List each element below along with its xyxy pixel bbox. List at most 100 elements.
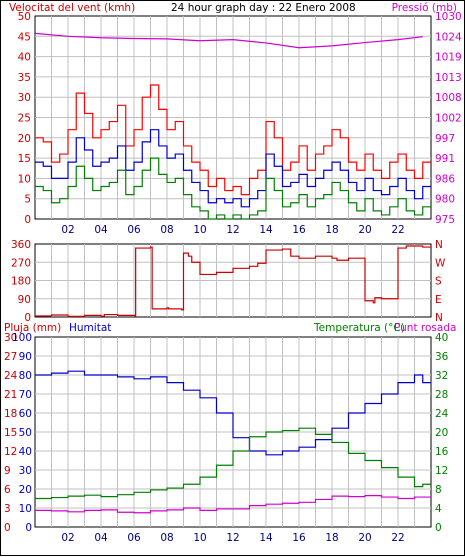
temperature-y-tick-label: 16 bbox=[435, 446, 449, 458]
humidity-y-tick-label: 100 bbox=[12, 332, 32, 344]
temperature-axis-title: Temperatura (°C) bbox=[313, 322, 405, 334]
pressure-y-tick-label: 1019 bbox=[435, 52, 462, 64]
compass-tick-label: E bbox=[435, 294, 442, 306]
x-tick-label: 14 bbox=[259, 532, 273, 544]
humidity-axis-title: Humitat bbox=[69, 322, 111, 334]
x-tick-label: 14 bbox=[259, 224, 273, 236]
x-tick-label: 20 bbox=[358, 532, 371, 544]
temperature-y-tick-label: 12 bbox=[435, 465, 448, 477]
rain-y-tick-label: 9 bbox=[4, 465, 11, 477]
temperature-y-tick-label: 40 bbox=[435, 332, 448, 344]
humidity-y-tick-label: 80 bbox=[19, 370, 32, 382]
temperature-y-tick-label: 8 bbox=[435, 484, 442, 496]
wind-pressure-panel: 0510152025303540455097598098699199710021… bbox=[18, 11, 462, 236]
compass-tick-label: N bbox=[435, 312, 443, 324]
x-tick-label: 16 bbox=[292, 224, 306, 236]
wind-y-tick-label: 15 bbox=[18, 153, 31, 165]
direction-y-tick-label: 90 bbox=[18, 294, 31, 306]
humidity-y-tick-label: 20 bbox=[19, 484, 32, 496]
pressure-axis-title: Pressió (mb) bbox=[392, 2, 457, 14]
pressure-series-line bbox=[34, 32, 423, 49]
rain-y-tick-label: 24 bbox=[4, 370, 18, 382]
temperature-y-tick-label: 0 bbox=[435, 522, 442, 534]
x-tick-label: 18 bbox=[325, 224, 338, 236]
compass-tick-label: S bbox=[435, 276, 442, 288]
wind-y-tick-label: 50 bbox=[18, 11, 31, 23]
x-tick-label: 12 bbox=[226, 532, 239, 544]
pressure-y-tick-label: 1008 bbox=[435, 92, 462, 104]
x-tick-label: 08 bbox=[160, 224, 173, 236]
rain-y-tick-label: 6 bbox=[4, 484, 11, 496]
temperature-y-tick-label: 28 bbox=[435, 389, 448, 401]
rain-y-tick-label: 21 bbox=[4, 389, 17, 401]
x-tick-label: 22 bbox=[391, 224, 404, 236]
avg-series-line bbox=[35, 129, 431, 208]
rain-axis-title: Pluja (mm) bbox=[4, 322, 61, 334]
x-tick-label: 10 bbox=[193, 532, 206, 544]
direction-y-tick-label: 270 bbox=[11, 257, 31, 269]
wind-axis-title: Velocitat del vent (kmh) bbox=[9, 2, 135, 14]
humidity-y-tick-label: 70 bbox=[19, 389, 32, 401]
compass-tick-label: W bbox=[435, 257, 446, 269]
wind-y-tick-label: 35 bbox=[18, 72, 31, 84]
rain-y-tick-label: 18 bbox=[4, 408, 17, 420]
x-tick-label: 02 bbox=[61, 224, 74, 236]
x-tick-label: 22 bbox=[391, 532, 404, 544]
direction-y-tick-label: 0 bbox=[24, 312, 31, 324]
humidity-y-tick-label: 10 bbox=[19, 503, 32, 515]
temperature-y-tick-label: 36 bbox=[435, 351, 449, 363]
dewpoint-series-line bbox=[35, 495, 431, 514]
wind-y-tick-label: 40 bbox=[18, 52, 31, 64]
x-tick-label: 10 bbox=[193, 224, 206, 236]
temperature-y-tick-label: 4 bbox=[435, 503, 442, 515]
humidity-y-tick-label: 40 bbox=[19, 446, 32, 458]
direction-y-tick-label: 360 bbox=[11, 239, 31, 251]
x-tick-label: 06 bbox=[127, 532, 141, 544]
wind-y-tick-label: 0 bbox=[24, 214, 31, 226]
temperature-y-tick-label: 24 bbox=[435, 408, 449, 420]
x-tick-label: 04 bbox=[94, 532, 108, 544]
pressure-y-tick-label: 1030 bbox=[435, 11, 462, 23]
humidity-y-tick-label: 0 bbox=[25, 522, 32, 534]
rain-y-tick-label: 12 bbox=[4, 446, 17, 458]
min-series-line bbox=[35, 157, 431, 220]
wind-y-tick-label: 20 bbox=[18, 133, 31, 145]
pressure-y-tick-label: 980 bbox=[435, 194, 455, 206]
x-tick-label: 16 bbox=[292, 532, 306, 544]
rain-y-tick-label: 0 bbox=[4, 522, 11, 534]
x-tick-label: 06 bbox=[127, 224, 141, 236]
compass-tick-label: N bbox=[435, 239, 443, 251]
pressure-y-tick-label: 1002 bbox=[435, 113, 462, 125]
pressure-y-tick-label: 986 bbox=[435, 173, 455, 185]
pressure-y-tick-label: 1024 bbox=[435, 31, 462, 43]
wind-y-tick-label: 10 bbox=[18, 173, 31, 185]
pressure-y-tick-label: 997 bbox=[435, 133, 455, 145]
x-tick-label: 18 bbox=[325, 532, 338, 544]
pressure-y-tick-label: 975 bbox=[435, 214, 455, 226]
x-tick-label: 08 bbox=[160, 532, 173, 544]
rain-y-tick-label: 27 bbox=[4, 351, 17, 363]
rain-y-tick-label: 30 bbox=[4, 332, 17, 344]
humidity-y-tick-label: 30 bbox=[19, 465, 32, 477]
temperature-y-tick-label: 20 bbox=[435, 427, 448, 439]
pressure-y-tick-label: 991 bbox=[435, 153, 455, 165]
temperature-y-tick-label: 32 bbox=[435, 370, 448, 382]
humidity-y-tick-label: 50 bbox=[19, 427, 32, 439]
x-tick-label: 20 bbox=[358, 224, 371, 236]
gust-series-line bbox=[35, 84, 431, 196]
direction-series-line bbox=[35, 245, 431, 317]
x-tick-label: 04 bbox=[94, 224, 108, 236]
temperature-series-line bbox=[35, 427, 431, 500]
wind-y-tick-label: 5 bbox=[24, 194, 31, 206]
chart-title: 24 hour graph day : 22 Enero 2008 bbox=[171, 2, 356, 14]
rain-y-tick-label: 3 bbox=[4, 503, 11, 515]
direction-y-tick-label: 180 bbox=[11, 276, 31, 288]
wind-y-tick-label: 25 bbox=[18, 113, 31, 125]
x-tick-label: 02 bbox=[61, 532, 74, 544]
humidity-y-tick-label: 60 bbox=[19, 408, 32, 420]
pressure-y-tick-label: 1013 bbox=[435, 72, 462, 84]
wind-y-tick-label: 30 bbox=[18, 92, 31, 104]
